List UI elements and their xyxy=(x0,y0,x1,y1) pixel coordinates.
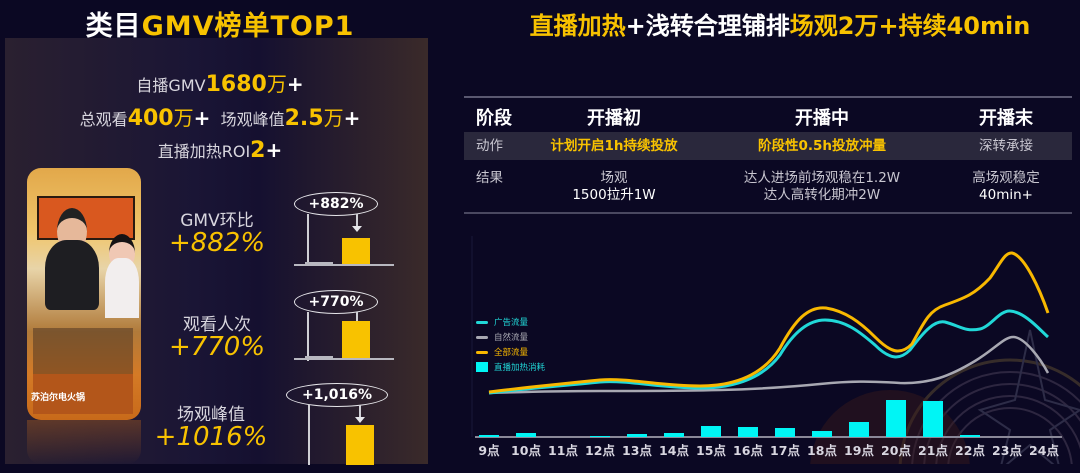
arrow-line xyxy=(356,214,358,226)
decorative-arcs xyxy=(898,329,1080,464)
legend-swatch xyxy=(476,362,488,372)
line-ad-traffic xyxy=(488,309,1049,395)
x-tick: 9点 xyxy=(478,443,500,458)
previous-bar xyxy=(305,356,333,359)
arrow-down-icon xyxy=(352,226,362,232)
product-caption: 苏泊尔电火锅 xyxy=(31,393,86,403)
line-total-traffic xyxy=(488,251,1050,394)
header-mid: 开播中 xyxy=(795,108,849,129)
table-top-border xyxy=(464,96,1072,98)
result-late-line2: 40min+ xyxy=(979,187,1033,203)
result-mid-line1: 达人进场前场观稳在1.2W xyxy=(743,170,901,186)
x-tick: 18点 xyxy=(807,443,837,458)
x-tick: 22点 xyxy=(955,443,985,458)
x-tick: 12点 xyxy=(585,443,615,458)
table-row-result: 结果 场观 1500拉升1W 达人进场前场观稳在1.2W 达人高转化期冲2W 高… xyxy=(464,170,1072,210)
comments-overlay xyxy=(33,328,133,374)
connector-line xyxy=(307,214,309,263)
header-early: 开播初 xyxy=(587,108,641,129)
badge-oval: +1,016% xyxy=(286,383,388,407)
cohost-figure xyxy=(105,258,139,318)
product-card xyxy=(33,374,133,414)
result-mid-line2: 达人高转化期冲2W xyxy=(763,187,881,203)
x-tick: 11点 xyxy=(548,443,578,458)
x-tick: 10点 xyxy=(511,443,541,458)
metric-value-views: +770% xyxy=(168,332,266,362)
connector-line xyxy=(307,312,309,361)
x-tick: 15点 xyxy=(696,443,726,458)
badge-oval: +882% xyxy=(294,192,378,216)
stat-roi: 直播加热ROI2+ xyxy=(157,138,283,163)
result-early: 场观 1500拉升1W xyxy=(524,170,704,204)
bar-series-heating-spend xyxy=(479,400,980,437)
x-tick: 14点 xyxy=(659,443,689,458)
table-bottom-border xyxy=(464,212,1072,214)
x-tick: 19点 xyxy=(844,443,874,458)
x-tick: 16点 xyxy=(733,443,763,458)
x-tick: 24点 xyxy=(1029,443,1059,458)
result-early-line1: 场观 xyxy=(600,170,628,186)
table-row-action: 动作 计划开启1h持续投放 阶段性0.5h投放冲量 深转承接 xyxy=(464,132,1072,160)
current-bar xyxy=(346,425,374,465)
badge-oval: +770% xyxy=(294,290,378,314)
action-early: 计划开启1h持续投放 xyxy=(550,138,678,154)
row-label-result: 结果 xyxy=(476,170,503,186)
metric-label-gmv: GMV环比 xyxy=(180,211,254,231)
x-tick: 13点 xyxy=(622,443,652,458)
current-bar xyxy=(342,321,370,358)
previous-bar xyxy=(305,262,333,265)
host-figure xyxy=(45,240,99,310)
line-natural-traffic xyxy=(488,335,1050,395)
x-tick: 21点 xyxy=(918,443,948,458)
current-bar xyxy=(342,238,370,264)
mini-chart-peak: +1,016% xyxy=(284,383,444,473)
arrow-line xyxy=(359,405,361,417)
metric-label-views: 观看人次 xyxy=(183,315,251,335)
result-late-line1: 高场观稳定 xyxy=(972,170,1040,186)
left-title: 类目GMV榜单TOP1 xyxy=(85,11,355,42)
result-early-line2: 1500拉升1W xyxy=(572,187,656,203)
x-tick: 20点 xyxy=(881,443,911,458)
baseline xyxy=(294,264,394,266)
header-stage: 阶段 xyxy=(476,108,512,129)
result-late: 高场观稳定 40min+ xyxy=(940,170,1072,204)
mini-chart-gmv: +882% xyxy=(282,192,422,282)
header-late: 开播末 xyxy=(979,108,1033,129)
traffic-chart xyxy=(471,236,1080,464)
x-tick: 17点 xyxy=(770,443,800,458)
x-tick: 23点 xyxy=(992,443,1022,458)
metric-label-peak: 场观峰值 xyxy=(177,405,245,425)
legend-swatch xyxy=(476,351,488,354)
stat-views-peak: 总观看400万+ 场观峰值2.5万+ xyxy=(79,106,361,131)
right-title: 直播加热+浅转合理铺排场观2万+持续40min xyxy=(529,12,1031,40)
legend-swatch xyxy=(476,336,488,339)
action-late: 深转承接 xyxy=(979,138,1033,154)
connector-line xyxy=(308,405,310,465)
row-label-action: 动作 xyxy=(476,138,503,154)
stat-gmv: 自播GMV1680万+ xyxy=(136,72,304,97)
action-mid: 阶段性0.5h投放冲量 xyxy=(757,138,887,154)
mini-chart-views: +770% xyxy=(282,290,422,380)
phone-reflection xyxy=(27,420,141,464)
metric-value-peak: +1016% xyxy=(154,422,268,452)
baseline xyxy=(294,358,394,360)
arrow-line xyxy=(356,312,358,324)
table-header-row: 阶段 开播初 开播中 开播末 xyxy=(464,104,1072,130)
arrow-down-icon xyxy=(355,417,365,423)
legend-swatch xyxy=(476,321,488,324)
metric-value-gmv: +882% xyxy=(168,228,266,258)
livestream-phone-screenshot: 苏泊尔电火锅 xyxy=(27,168,141,420)
result-mid: 达人进场前场观稳在1.2W 达人高转化期冲2W xyxy=(712,170,932,204)
